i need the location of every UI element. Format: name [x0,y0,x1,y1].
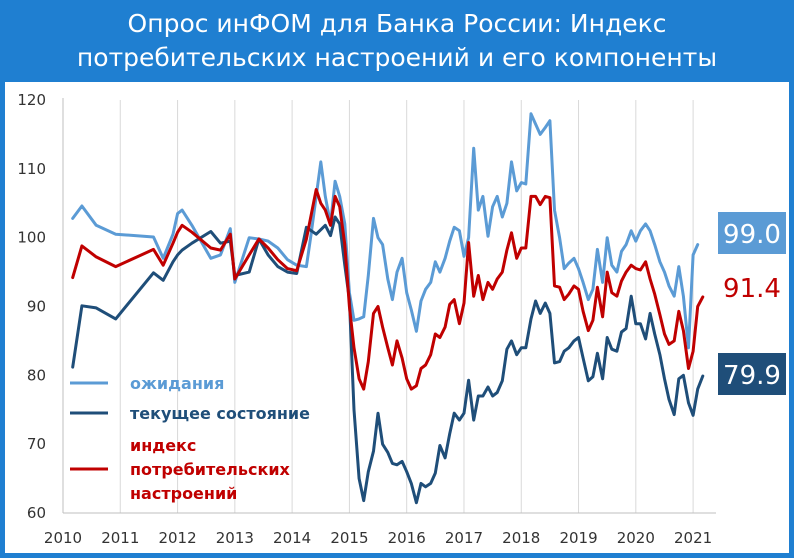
y-tick-label: 110 [17,160,46,178]
y-tick-label: 120 [17,91,46,109]
x-tick-label: 2012 [158,529,196,547]
legend-label: текущее состояние [130,404,310,423]
plot-panel [5,82,789,553]
series-line-1 [71,112,700,350]
legend: ожидания текущее состояние индекс потребите… [70,374,310,503]
x-tick-label: 2017 [445,529,483,547]
end-label-box-2 [718,266,786,308]
x-tick-label: 2019 [559,529,597,547]
axes: 2010 2011 2012 2013 2014 2015 2016 2017 2018 2019… [17,91,716,547]
x-tick-label: 2011 [101,529,139,547]
x-tick-label: 2013 [216,529,254,547]
x-tick-label: 2015 [330,529,368,547]
end-value-label: 91.4 [723,274,781,304]
end-label-box-1 [718,212,786,254]
x-tick-label: 2021 [674,529,712,547]
y-tick-label: 80 [27,366,46,384]
end-value-label: 99.0 [723,220,781,250]
chart-title-line-2: потребительских настроений и его компоне… [76,43,718,72]
x-tick-label: 2010 [44,529,82,547]
legend-label: потребительских [130,460,291,479]
x-tick-label: 2020 [617,529,655,547]
legend-label: индекс [130,436,196,455]
y-tick-label: 60 [27,504,46,522]
y-tick-label: 90 [27,298,46,316]
end-value-label: 79.9 [723,361,781,391]
chart-title-line-1: Опрос инФОМ для Банка России: Индекс [127,9,667,38]
x-tick-label: 2016 [388,529,426,547]
end-label-box-3 [718,353,786,395]
y-tick-label: 100 [17,229,46,247]
x-tick-label: 2014 [273,529,311,547]
series-line-3 [71,188,705,391]
legend-label: ожидания [130,374,224,393]
series-lines [71,112,705,505]
series-line-2 [71,215,705,505]
legend-label: настроений [130,484,237,503]
end-value-labels: 99.0 91.4 79.9 [718,212,786,395]
y-tick-label: 70 [27,435,46,453]
x-tick-label: 2018 [502,529,540,547]
title-bar: Опрос инФОМ для Банка России: Индекс пот… [0,0,794,82]
grid-lines [119,100,694,513]
